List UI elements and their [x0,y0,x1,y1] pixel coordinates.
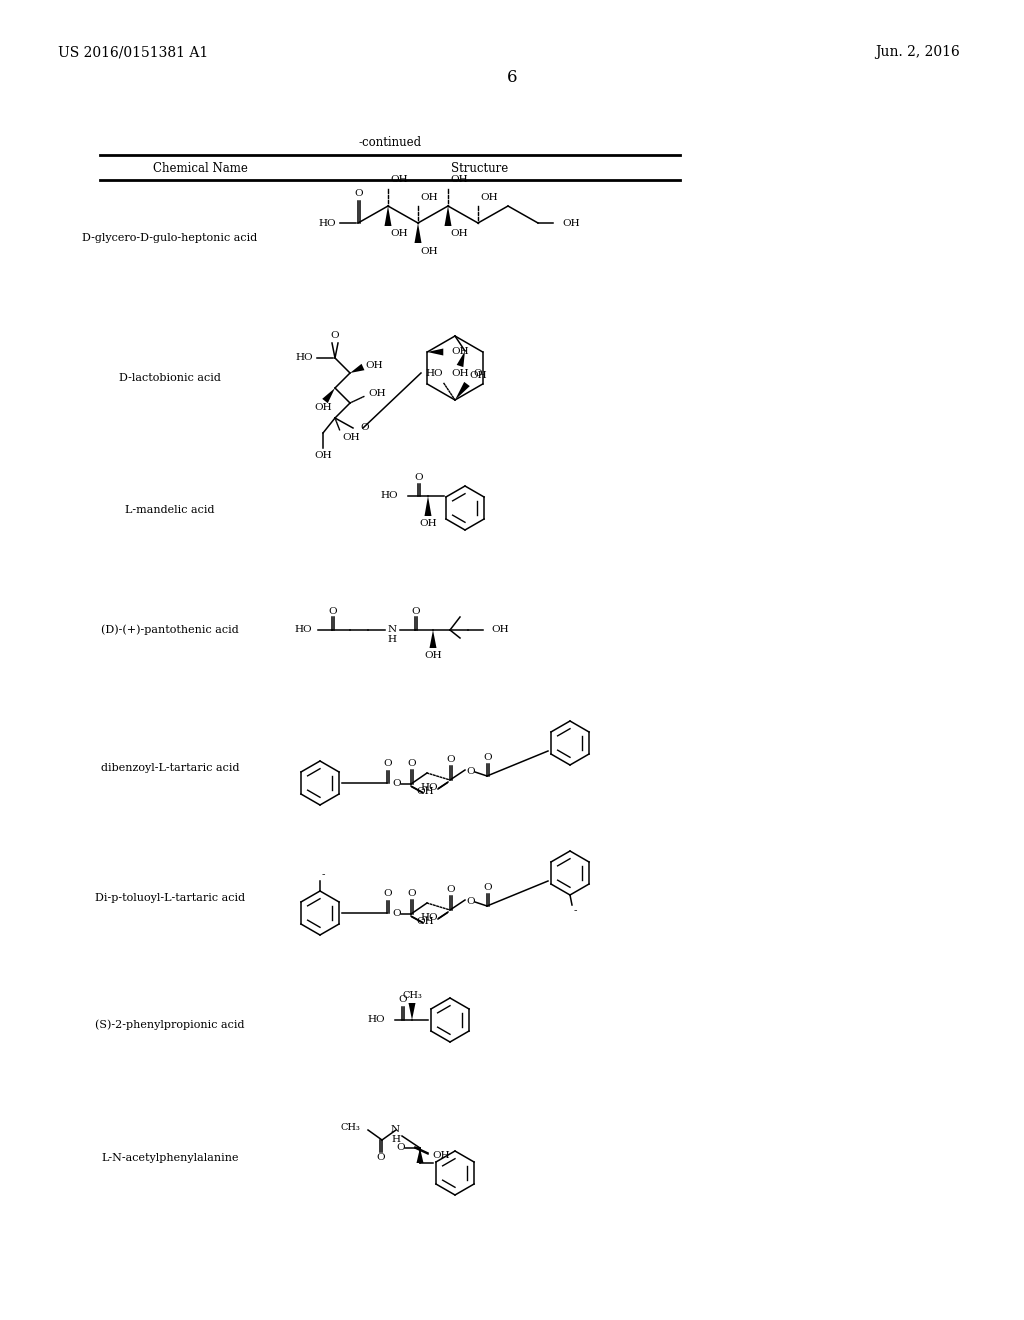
Text: O: O [446,755,456,764]
Text: OH: OH [314,451,332,461]
Polygon shape [417,1148,424,1163]
Text: O: O [377,1154,385,1163]
Text: -: - [574,907,578,916]
Text: HO: HO [425,370,443,379]
Polygon shape [323,388,335,403]
Text: CH₃: CH₃ [340,1123,360,1133]
Text: O: O [473,368,482,378]
Polygon shape [350,364,365,374]
Polygon shape [429,630,436,648]
Polygon shape [427,348,443,355]
Text: O: O [467,767,475,776]
Text: H: H [391,1135,400,1144]
Text: HO: HO [421,913,438,923]
Text: OH: OH [480,193,498,202]
Polygon shape [455,381,470,400]
Text: OH: OH [432,1151,450,1160]
Text: OH: OH [562,219,580,227]
Text: OH: OH [390,230,408,239]
Text: OH: OH [450,230,468,239]
Text: HO: HO [295,354,313,363]
Text: O: O [483,883,493,892]
Text: OH: OH [365,360,383,370]
Text: OH: OH [314,404,332,412]
Text: OH: OH [490,626,509,635]
Text: O: O [354,190,364,198]
Text: O: O [467,898,475,907]
Text: H: H [387,635,396,644]
Polygon shape [409,1003,416,1020]
Text: O: O [446,886,456,895]
Text: OH: OH [416,917,434,927]
Polygon shape [425,496,431,516]
Polygon shape [457,351,465,367]
Text: OH: OH [420,247,437,256]
Text: O: O [408,759,417,768]
Text: O: O [412,606,420,615]
Text: O: O [396,1143,406,1152]
Text: Di-p-toluoyl-L-tartaric acid: Di-p-toluoyl-L-tartaric acid [95,894,245,903]
Text: O: O [360,424,369,433]
Text: L-N-acetylphenylalanine: L-N-acetylphenylalanine [101,1152,239,1163]
Text: O: O [384,759,392,768]
Text: HO: HO [421,784,438,792]
Text: O: O [392,909,401,919]
Text: OH: OH [424,652,441,660]
Polygon shape [384,206,391,226]
Text: O: O [331,331,339,341]
Text: O: O [415,474,423,483]
Text: -continued: -continued [358,136,422,149]
Text: O: O [329,606,337,615]
Text: OH: OH [452,347,469,356]
Text: O: O [392,780,401,788]
Text: CH₃: CH₃ [402,991,422,1001]
Text: US 2016/0151381 A1: US 2016/0151381 A1 [58,45,208,59]
Text: O: O [483,754,493,763]
Text: OH: OH [452,370,469,379]
Polygon shape [444,206,452,226]
Text: OH: OH [390,176,408,185]
Text: HO: HO [294,626,312,635]
Text: L-mandelic acid: L-mandelic acid [125,506,215,515]
Text: -: - [322,870,326,879]
Text: N: N [387,626,396,635]
Text: Jun. 2, 2016: Jun. 2, 2016 [874,45,959,59]
Text: OH: OH [368,389,386,399]
Text: O: O [384,890,392,899]
Text: OH: OH [450,176,468,185]
Text: OH: OH [342,433,359,442]
Text: HO: HO [318,219,336,227]
Text: dibenzoyl-L-tartaric acid: dibenzoyl-L-tartaric acid [100,763,240,774]
Text: OH: OH [419,520,437,528]
Text: 6: 6 [507,70,517,87]
Text: O: O [408,890,417,899]
Text: OH: OH [416,788,434,796]
Text: N: N [391,1126,400,1134]
Text: OH: OH [469,371,486,380]
Text: Structure: Structure [452,161,509,174]
Text: D-glycero-D-gulo-heptonic acid: D-glycero-D-gulo-heptonic acid [82,234,258,243]
Text: HO: HO [380,491,398,500]
Text: Chemical Name: Chemical Name [153,161,248,174]
Text: HO: HO [368,1015,385,1024]
Polygon shape [415,223,422,243]
Text: (D)-(+)-pantothenic acid: (D)-(+)-pantothenic acid [101,624,239,635]
Text: O: O [398,995,408,1005]
Text: D-lactobionic acid: D-lactobionic acid [119,374,221,383]
Text: (S)-2-phenylpropionic acid: (S)-2-phenylpropionic acid [95,1020,245,1031]
Text: OH: OH [420,193,437,202]
